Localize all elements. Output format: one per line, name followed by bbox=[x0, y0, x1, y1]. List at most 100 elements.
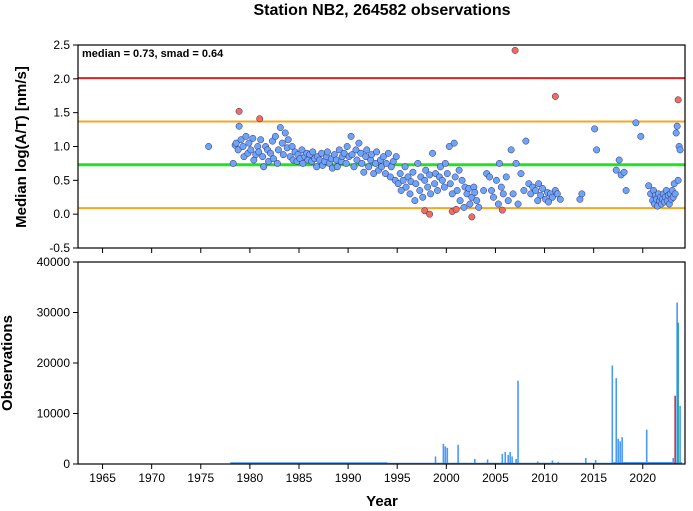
scatter-point-186 bbox=[556, 195, 564, 203]
scatter-point-12 bbox=[247, 146, 255, 154]
x-tick-label-9: 2010 bbox=[531, 471, 558, 485]
scatter-point-84 bbox=[365, 163, 373, 171]
scatter-points bbox=[205, 46, 684, 221]
scatter-point-32 bbox=[279, 151, 287, 159]
scatter-point-65 bbox=[333, 163, 341, 171]
scatter-y-tick-label-0: -0.5 bbox=[49, 241, 70, 255]
scatter-point-43 bbox=[298, 146, 306, 154]
scatter-point-122 bbox=[427, 190, 435, 198]
scatter-point-77 bbox=[353, 156, 361, 164]
scatter-point-121 bbox=[426, 171, 434, 179]
scatter-point-223 bbox=[671, 190, 679, 198]
scatter-point-163 bbox=[504, 197, 512, 205]
histogram-bars bbox=[434, 302, 681, 464]
histogram-y-ticks: 0 10000 20000 30000 40000 bbox=[37, 255, 78, 471]
scatter-point-19 bbox=[259, 153, 267, 161]
scatter-point-191 bbox=[612, 166, 620, 174]
scatter-point-52 bbox=[313, 163, 321, 171]
histogram-bar-1 bbox=[442, 443, 445, 464]
scatter-point-195 bbox=[622, 187, 630, 194]
scatter-point-150 bbox=[473, 197, 481, 205]
histogram-y-axis-label: Observations bbox=[0, 315, 16, 411]
scatter-point-170 bbox=[522, 137, 530, 145]
scatter-point-44 bbox=[299, 159, 307, 167]
scatter-point-94 bbox=[381, 170, 389, 178]
scatter-point-5 bbox=[235, 122, 243, 130]
histogram-y-tick-label-2: 20000 bbox=[37, 356, 71, 370]
histogram-y-tick-label-0: 0 bbox=[63, 457, 70, 471]
scatter-point-133 bbox=[445, 143, 453, 150]
histogram-bar-16 bbox=[557, 461, 560, 464]
scatter-point-194 bbox=[620, 168, 628, 176]
scatter-point-185 bbox=[553, 190, 561, 198]
baseline-segment-1 bbox=[387, 462, 614, 464]
histogram-bar-8 bbox=[504, 451, 507, 464]
scatter-y-tick-label-6: 2.5 bbox=[53, 38, 70, 52]
scatter-point-113 bbox=[412, 180, 420, 188]
scatter-point-80 bbox=[358, 159, 366, 167]
outlier-point-10 bbox=[674, 96, 682, 104]
scatter-point-31 bbox=[278, 139, 286, 147]
scatter-point-124 bbox=[431, 180, 438, 188]
scatter-point-132 bbox=[443, 170, 451, 178]
histogram-bar-13 bbox=[517, 380, 519, 464]
scatter-point-13 bbox=[249, 134, 257, 142]
scatter-point-88 bbox=[372, 159, 380, 167]
scatter-point-154 bbox=[486, 173, 493, 181]
scatter-point-137 bbox=[451, 173, 459, 181]
x-tick-label-5: 1990 bbox=[335, 471, 362, 485]
scatter-point-151 bbox=[475, 203, 483, 211]
scatter-point-78 bbox=[355, 139, 363, 147]
outlier-point-1 bbox=[256, 115, 264, 123]
chart-title: Station NB2, 264582 observations bbox=[254, 2, 511, 19]
scatter-point-104 bbox=[397, 187, 405, 194]
x-tick-label-4: 1985 bbox=[286, 471, 313, 485]
scatter-point-149 bbox=[471, 189, 479, 196]
scatter-point-50 bbox=[309, 148, 317, 156]
scatter-y-tick-label-4: 1.5 bbox=[53, 106, 70, 120]
scatter-point-76 bbox=[352, 146, 360, 154]
scatter-x-ticks bbox=[102, 248, 644, 253]
histogram-bar-20 bbox=[615, 378, 618, 464]
scatter-point-159 bbox=[495, 159, 503, 167]
outlier-point-9 bbox=[551, 92, 559, 100]
histogram-highlight-bar-0 bbox=[674, 395, 676, 464]
scatter-point-160 bbox=[497, 183, 505, 191]
baseline-segment-0 bbox=[230, 462, 388, 464]
scatter-point-226 bbox=[674, 176, 682, 184]
scatter-point-73 bbox=[347, 132, 355, 140]
histogram-bar-28 bbox=[679, 405, 681, 464]
histogram-bar-9 bbox=[507, 454, 510, 464]
scatter-point-135 bbox=[448, 190, 456, 198]
histogram-bar-7 bbox=[501, 453, 504, 464]
histogram-bar-11 bbox=[511, 456, 513, 464]
scatter-point-93 bbox=[380, 153, 387, 161]
outlier-point-5 bbox=[452, 205, 460, 213]
scatter-point-87 bbox=[370, 170, 378, 178]
histogram-bar-24 bbox=[645, 429, 648, 464]
scatter-point-178 bbox=[539, 185, 547, 192]
scatter-point-71 bbox=[343, 143, 351, 150]
scatter-point-33 bbox=[281, 129, 289, 137]
histogram-y-tick-label-1: 10000 bbox=[37, 407, 71, 421]
scatter-point-74 bbox=[348, 151, 356, 159]
histogram-highlight-bar-1 bbox=[677, 322, 679, 464]
scatter-point-140 bbox=[456, 197, 464, 205]
scatter-point-168 bbox=[517, 170, 525, 178]
scatter-point-165 bbox=[509, 190, 517, 198]
histogram-y-tick-label-3: 30000 bbox=[37, 306, 71, 320]
x-tick-label-1: 1970 bbox=[138, 471, 165, 485]
scatter-point-114 bbox=[414, 159, 422, 167]
scatter-point-26 bbox=[270, 155, 277, 163]
x-tick-label-8: 2005 bbox=[482, 471, 509, 485]
scatter-point-188 bbox=[578, 190, 586, 198]
scatter-point-117 bbox=[419, 193, 427, 201]
histogram-bar-0 bbox=[434, 456, 437, 464]
scatter-point-183 bbox=[548, 193, 556, 201]
scatter-point-169 bbox=[520, 187, 528, 194]
histogram-bar-25 bbox=[672, 457, 675, 464]
baseline-segment-2 bbox=[613, 461, 683, 464]
x-tick-label-11: 2020 bbox=[629, 471, 656, 485]
histogram-bar-2 bbox=[444, 446, 447, 464]
